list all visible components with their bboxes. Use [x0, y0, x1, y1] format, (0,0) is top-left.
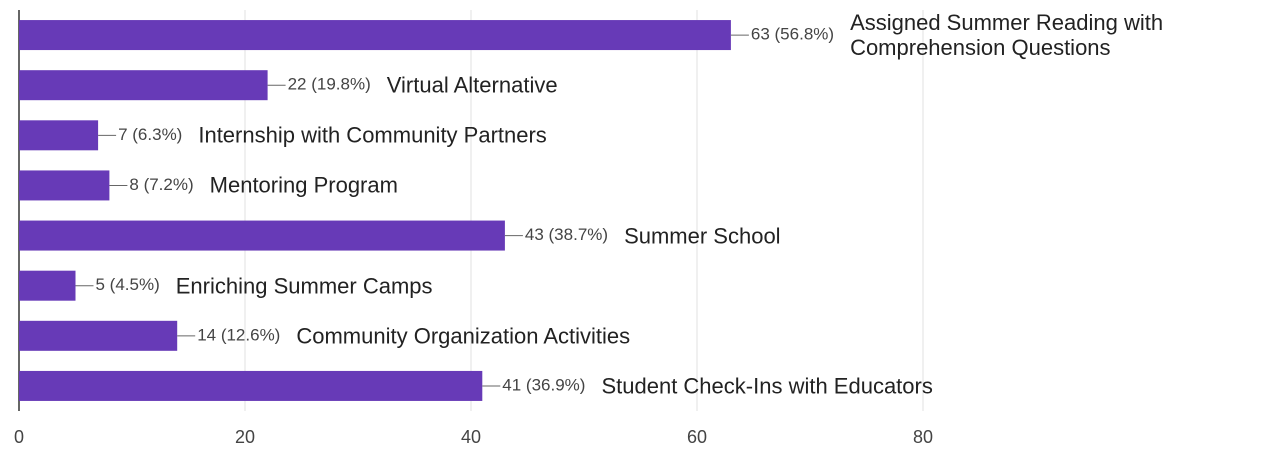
category-label: Virtual Alternative — [386, 72, 558, 98]
value-label: 7 (6.3%) — [118, 125, 182, 144]
value-label: 5 (4.5%) — [96, 275, 160, 294]
value-label: 8 (7.2%) — [129, 175, 193, 194]
category-label: Summer School — [624, 223, 781, 249]
category-label: Mentoring Program — [209, 172, 398, 198]
category-label: Enriching Summer Camps — [175, 273, 433, 299]
bar — [19, 170, 110, 201]
value-label: 41 (36.9%) — [502, 375, 585, 394]
bar — [19, 20, 731, 51]
value-label: 22 (19.8%) — [288, 75, 371, 94]
x-tick-label: 0 — [14, 427, 24, 447]
bar — [19, 270, 76, 301]
x-tick-label: 40 — [461, 427, 481, 447]
category-label: Community Organization Activities — [296, 323, 631, 349]
bar — [19, 320, 178, 351]
category-label: Assigned Summer Reading with Comprehensi… — [850, 10, 1164, 61]
bar — [19, 120, 99, 151]
bar — [19, 70, 268, 101]
bar — [19, 220, 505, 251]
x-tick-label: 80 — [913, 427, 933, 447]
value-label: 43 (38.7%) — [525, 225, 608, 244]
x-tick-label: 20 — [235, 427, 255, 447]
bar — [19, 370, 483, 401]
category-label: Student Check-Ins with Educators — [601, 373, 933, 399]
value-label: 63 (56.8%) — [751, 25, 834, 44]
x-tick-label: 60 — [687, 427, 707, 447]
category-label: Internship with Community Partners — [198, 122, 547, 148]
value-label: 14 (12.6%) — [197, 325, 280, 344]
